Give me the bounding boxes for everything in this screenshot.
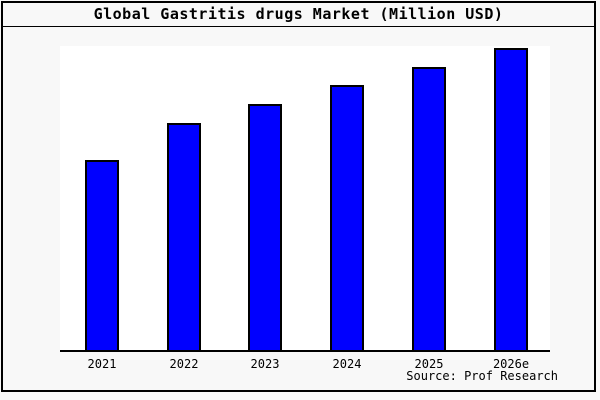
x-tick-label-2025: 2025	[414, 357, 444, 371]
bar-2026e	[494, 48, 528, 350]
x-tick-label-2022: 2022	[169, 357, 199, 371]
plot-area	[60, 46, 550, 352]
x-tick-label-2021: 2021	[87, 357, 117, 371]
chart-title: Global Gastritis drugs Market (Million U…	[3, 3, 594, 27]
bar-2024	[330, 85, 364, 350]
x-tick-label-2024: 2024	[332, 357, 362, 371]
bar-2025	[412, 67, 446, 350]
x-tick-label-2023: 2023	[250, 357, 280, 371]
bar-2021	[85, 160, 119, 350]
bar-2022	[167, 123, 201, 350]
chart-frame: Global Gastritis drugs Market (Million U…	[1, 1, 596, 392]
source-note: Source: Prof Research	[406, 369, 558, 383]
x-tick-label-2026e: 2026e	[492, 357, 530, 371]
bar-2023	[248, 104, 282, 350]
